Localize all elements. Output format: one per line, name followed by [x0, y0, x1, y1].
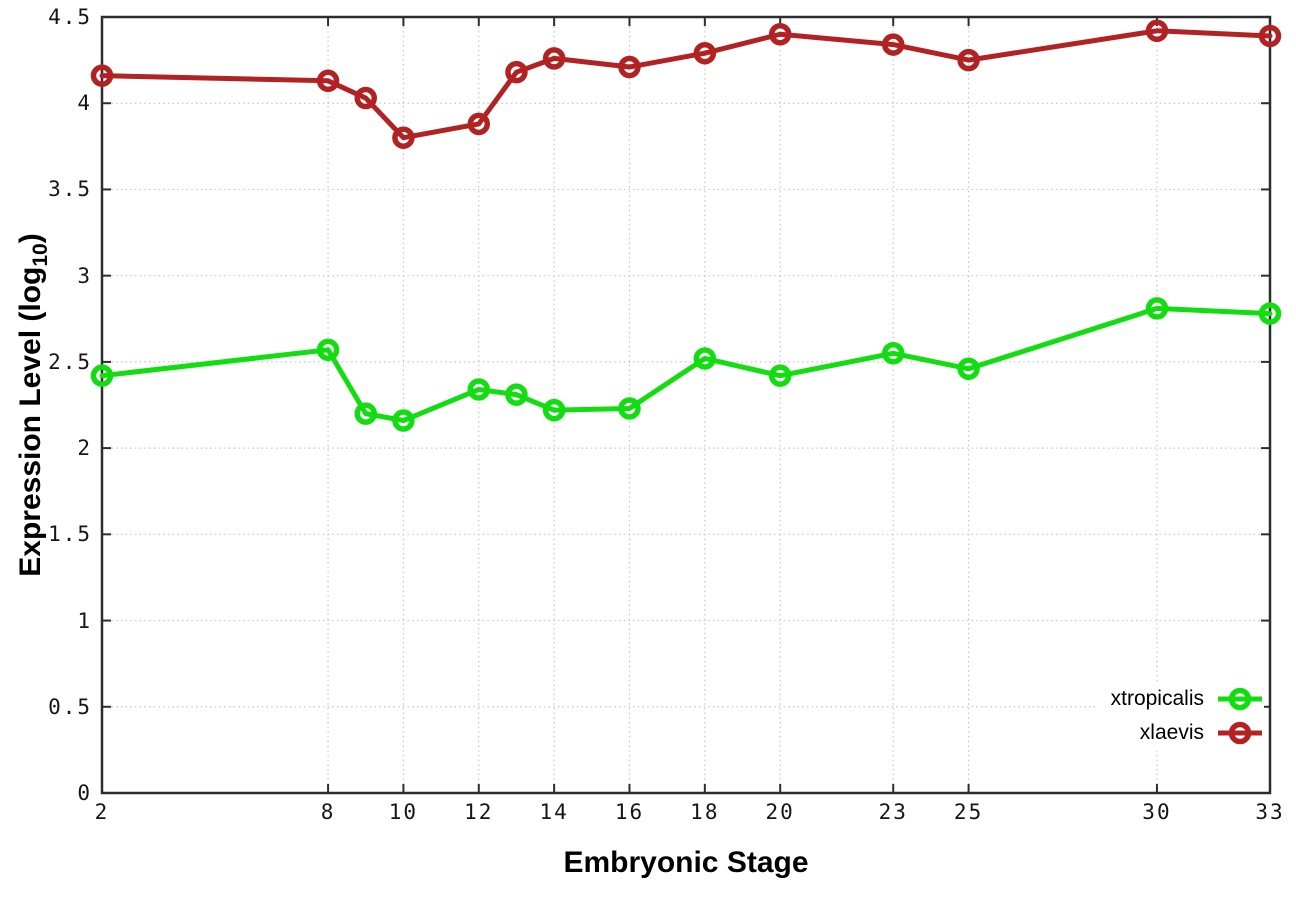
y-axis-title: Expression Level (log10) [14, 233, 53, 576]
series-xlaevis-marker [1258, 24, 1282, 48]
x-tick-label: 18 [690, 800, 720, 824]
series-xtropicalis-marker [542, 398, 566, 422]
y-tick-label: 1.5 [48, 522, 92, 547]
y-tick-label: 0.5 [48, 694, 92, 719]
legend-item-xlaevis: xlaevis [1111, 716, 1264, 750]
series-xlaevis-marker [957, 48, 980, 72]
series-xtropicalis-marker [316, 338, 340, 362]
series-xtropicalis-marker [957, 357, 980, 381]
series-xtropicalis-marker [693, 347, 717, 370]
legend-label: xlaevis [1139, 721, 1204, 744]
series-xlaevis-line [99, 28, 1273, 141]
series-xtropicalis-marker [1258, 302, 1282, 325]
legend-item-xtropicalis: xtropicalis [1111, 682, 1264, 716]
series-xtropicalis-marker [1145, 297, 1169, 320]
x-axis-title: Embryonic Stage [563, 846, 809, 879]
series-xtropicalis-marker [505, 383, 528, 406]
x-tick-label: 10 [388, 800, 419, 824]
x-tick-label: 16 [614, 800, 645, 824]
gridlines [102, 17, 1270, 793]
y-tick-label: 4.5 [48, 5, 92, 29]
legend-label: xtropicalis [1110, 687, 1204, 710]
x-tick-label: 25 [953, 800, 984, 824]
series-xtropicalis [90, 297, 1282, 432]
x-tick-label: 8 [320, 800, 336, 824]
x-tick-label: 14 [539, 800, 569, 824]
series-xtropicalis-marker [354, 402, 377, 425]
y-tick-label: 4 [77, 91, 92, 116]
y-tick-label: 0 [77, 781, 92, 805]
series-xtropicalis-marker [90, 364, 114, 387]
y-tick-label: 2 [77, 436, 92, 461]
x-tick-label: 23 [878, 800, 908, 824]
y-axis-title-close: ) [14, 233, 47, 244]
series-xtropicalis-marker [881, 342, 905, 365]
y-tick-label: 2.5 [48, 349, 92, 374]
series-xlaevis-marker [316, 69, 340, 93]
legend-marker-sample [1218, 721, 1262, 745]
series-xlaevis-marker [542, 47, 566, 70]
series-xlaevis-marker [618, 55, 641, 79]
y-tick-label: 3 [77, 263, 92, 288]
y-axis-title-text: Expression Level (log [14, 266, 47, 577]
x-tick-label: 33 [1255, 800, 1285, 824]
series-xtropicalis-line [99, 305, 1273, 424]
y-tick-label: 3.5 [48, 177, 92, 202]
series-xlaevis-marker [392, 126, 415, 149]
series-xlaevis-marker [90, 64, 114, 87]
series-xtropicalis-marker [618, 397, 641, 420]
series-xlaevis-marker [693, 41, 717, 65]
series-xlaevis-marker [881, 33, 905, 56]
x-tick-label: 2 [94, 800, 110, 824]
x-tick-label: 20 [765, 800, 795, 824]
legend: xtropicalis xlaevis [1096, 681, 1264, 751]
y-axis-title-subscript: 10 [29, 243, 52, 267]
legend-marker-sample [1218, 687, 1262, 711]
series-xlaevis-marker [1145, 19, 1169, 43]
series-xlaevis-marker [354, 86, 377, 110]
series-xlaevis-marker [768, 22, 792, 46]
series-xtropicalis-marker [768, 364, 792, 387]
y-tick-label: 1 [77, 608, 92, 633]
tick-marks [101, 16, 1271, 794]
x-tick-label: 30 [1142, 800, 1172, 824]
x-tick-label: 12 [464, 800, 494, 824]
series-xlaevis [90, 19, 1282, 149]
series-xlaevis-marker [505, 60, 528, 84]
series-xtropicalis-marker [392, 409, 415, 432]
series-xlaevis-marker [467, 112, 491, 136]
series-xtropicalis-marker [467, 378, 491, 401]
plot-border [100, 15, 1272, 795]
